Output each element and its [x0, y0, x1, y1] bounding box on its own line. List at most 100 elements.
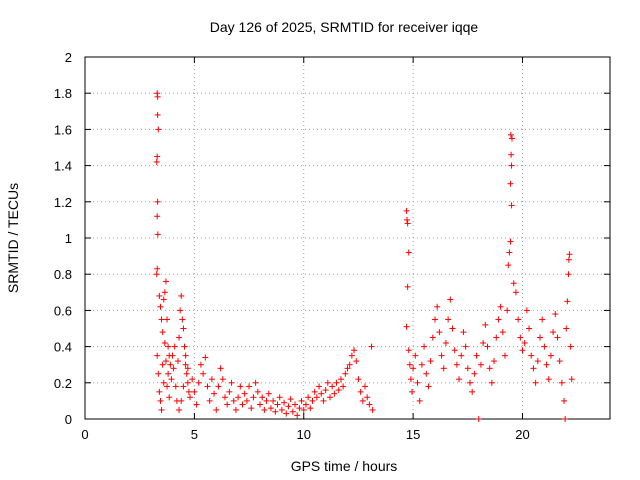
data-point — [197, 361, 204, 368]
data-point — [213, 406, 220, 413]
data-point — [482, 321, 489, 328]
data-point — [174, 358, 181, 365]
y-tick-label: 0.6 — [54, 303, 72, 318]
data-point — [257, 401, 263, 408]
data-point — [515, 316, 522, 323]
data-point — [276, 394, 283, 401]
data-point — [182, 352, 189, 359]
data-point — [405, 347, 412, 354]
data-point — [539, 316, 546, 323]
data-point — [313, 394, 320, 401]
data-point — [272, 408, 279, 415]
data-point — [180, 383, 187, 390]
data-point — [329, 383, 336, 390]
data-point — [495, 316, 502, 323]
data-point — [267, 405, 274, 412]
data-point — [508, 151, 515, 158]
data-point — [462, 343, 469, 350]
data-point — [156, 388, 163, 395]
data-point — [404, 220, 411, 227]
data-point — [153, 158, 160, 165]
data-point — [507, 180, 514, 187]
data-point — [177, 307, 184, 314]
data-point — [545, 376, 552, 383]
data-point — [156, 292, 163, 299]
data-point — [193, 401, 200, 408]
data-point — [519, 347, 526, 354]
data-point — [195, 379, 202, 386]
data-point — [568, 376, 575, 383]
data-point — [202, 354, 209, 361]
data-point — [164, 316, 171, 323]
data-point — [166, 394, 173, 401]
data-point — [154, 153, 161, 160]
data-point — [554, 334, 561, 341]
y-tick-label: 1.4 — [54, 159, 72, 174]
data-point — [442, 339, 449, 346]
data-point — [165, 370, 172, 377]
data-point — [296, 405, 303, 412]
data-point — [410, 365, 417, 372]
data-point — [169, 352, 176, 359]
data-point — [407, 376, 414, 383]
x-tick-label: 5 — [191, 427, 198, 442]
data-point — [362, 383, 368, 390]
data-point — [333, 379, 340, 386]
data-point — [281, 399, 288, 406]
data-point — [507, 131, 514, 138]
x-tick-label: 10 — [297, 427, 311, 442]
data-point — [178, 397, 185, 404]
data-point — [403, 323, 410, 330]
data-point — [351, 347, 358, 354]
data-point — [508, 202, 515, 209]
data-point — [285, 403, 292, 410]
data-point — [517, 334, 524, 341]
data-point — [155, 126, 162, 133]
data-point — [353, 358, 360, 365]
data-point — [432, 316, 438, 323]
data-point — [278, 406, 285, 413]
data-point — [320, 397, 327, 404]
data-point — [403, 207, 410, 214]
data-point — [509, 135, 515, 142]
data-point — [563, 325, 570, 332]
data-point — [425, 383, 432, 390]
data-point — [176, 406, 183, 413]
data-point — [178, 292, 185, 299]
data-point — [184, 365, 191, 372]
y-axis-title: SRMTID / TECUs — [5, 183, 21, 293]
data-point — [346, 361, 353, 368]
data-point — [434, 303, 441, 310]
data-point — [155, 370, 162, 377]
data-point — [491, 358, 498, 365]
data-point — [504, 307, 511, 314]
data-point — [217, 365, 224, 372]
data-point — [179, 316, 186, 323]
data-point — [477, 361, 484, 368]
data-point — [160, 296, 167, 303]
data-point — [154, 93, 161, 100]
data-point — [368, 343, 375, 350]
data-point — [348, 352, 355, 359]
data-point — [404, 216, 410, 223]
data-point — [414, 379, 421, 386]
y-tick-label: 2 — [65, 50, 72, 65]
data-point — [499, 329, 506, 336]
data-point — [237, 383, 244, 390]
data-point — [154, 352, 161, 359]
data-point — [409, 388, 416, 395]
chart-title: Day 126 of 2025, SRMTID for receiver iqq… — [210, 19, 479, 35]
data-point — [298, 397, 305, 404]
data-point — [167, 361, 174, 368]
data-point — [259, 394, 266, 401]
data-point — [406, 361, 413, 368]
x-tick-label: 0 — [81, 427, 88, 442]
data-point — [366, 401, 373, 408]
data-point — [488, 379, 495, 386]
data-point — [521, 339, 528, 346]
data-point — [475, 416, 482, 422]
data-point — [159, 361, 166, 368]
data-point — [274, 401, 281, 408]
y-tick-label: 1 — [65, 231, 72, 246]
data-point — [292, 401, 298, 408]
